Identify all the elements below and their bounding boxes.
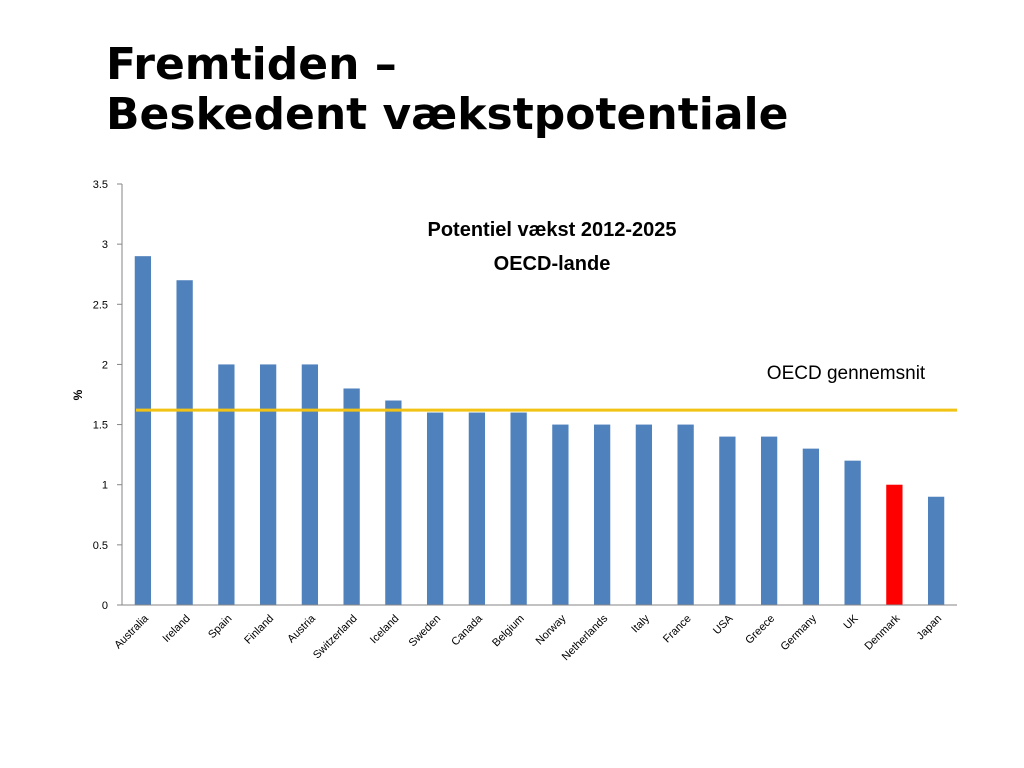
bar-norway [552, 424, 569, 605]
chart-title-line-1: Potentiel vækst 2012-2025 [427, 219, 676, 241]
x-tick-label: Switzerland [311, 613, 360, 662]
bar-finland [259, 364, 277, 605]
y-tick-label: 1.5 [93, 420, 108, 432]
x-tick-label: Sweden [407, 613, 444, 650]
bar-ireland [176, 280, 193, 605]
x-tick-label: Germany [779, 612, 820, 653]
y-axis-label: % [71, 389, 85, 400]
y-tick-label: 1 [102, 480, 108, 492]
x-tick-label: UK [841, 612, 861, 632]
bar-germany [802, 448, 820, 605]
x-tick-label: Norway [534, 612, 569, 647]
y-tick-label: 3.5 [93, 179, 108, 191]
bar-denmark [886, 484, 903, 605]
slide-title-line-2: Beskedent vækstpotentiale [106, 89, 789, 140]
x-tick-label: Denmark [862, 612, 902, 652]
x-tick-label: USA [711, 612, 736, 637]
x-tick-label: Japan [915, 613, 945, 643]
x-tick-label: Australia [112, 612, 151, 651]
bar-switzerland [343, 388, 360, 605]
slide-title: Fremtiden – Beskedent vækstpotentiale [106, 40, 788, 140]
bar-uk [844, 460, 861, 605]
x-tick-label: Austria [285, 612, 318, 645]
y-tick-label: 2.5 [93, 299, 108, 311]
y-axis-ticks: 0 0.5 1 1.5 2 2.5 3 3.5 [93, 179, 122, 612]
slide-title-line-1: Fremtiden – [106, 39, 397, 90]
y-tick-label: 0 [102, 600, 108, 612]
bar-italy [635, 424, 653, 605]
chart-axes [121, 184, 957, 606]
y-tick-label: 3 [102, 239, 108, 251]
x-tick-label: Canada [449, 612, 485, 648]
bar-japan [927, 496, 945, 605]
bar-australia [134, 256, 152, 605]
oecd-average-label: OECD gennemsnit [767, 363, 926, 384]
x-axis-category-labels: Australia Ireland Spain Finland AustriaSwitz… [112, 612, 944, 663]
bar-belgium [510, 412, 527, 605]
x-tick-label: Spain [206, 613, 234, 641]
bar-france [677, 424, 694, 605]
chart-title-line-2: OECD-lande [494, 253, 611, 275]
bar-canada [468, 412, 486, 605]
y-tick-label: 0.5 [93, 540, 108, 552]
x-tick-label: Italy [629, 612, 652, 635]
x-tick-label: Belgium [490, 613, 527, 650]
bar-usa [719, 436, 736, 605]
bar-netherlands [593, 424, 611, 605]
x-tick-label: Netherlands [560, 612, 611, 663]
x-tick-label: Ireland [160, 613, 192, 645]
bar-austria [301, 364, 319, 605]
bar-series [134, 256, 945, 605]
bar-iceland [385, 400, 402, 605]
bar-spain [218, 364, 235, 605]
x-tick-label: France [661, 613, 694, 646]
y-tick-label: 2 [102, 359, 108, 371]
x-tick-label: Iceland [368, 613, 402, 647]
x-tick-label: Finland [242, 613, 276, 647]
bar-sweden [426, 412, 444, 605]
x-tick-label: Greece [743, 613, 777, 647]
bar-greece [760, 436, 778, 605]
